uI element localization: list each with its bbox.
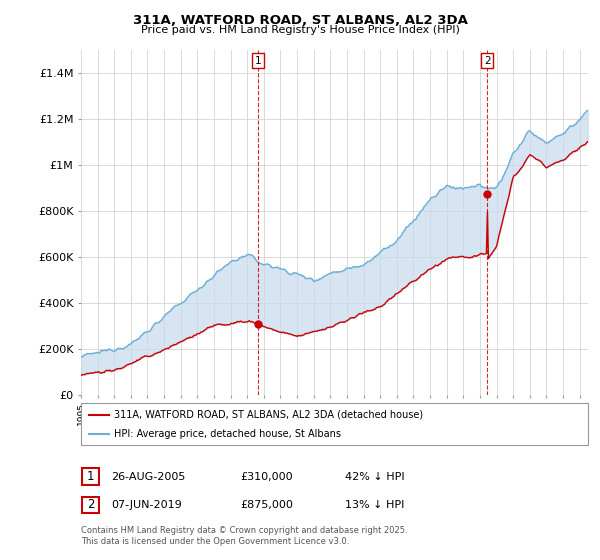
Text: HPI: Average price, detached house, St Albans: HPI: Average price, detached house, St A… [114, 429, 341, 439]
FancyBboxPatch shape [82, 468, 99, 484]
Text: 311A, WATFORD ROAD, ST ALBANS, AL2 3DA: 311A, WATFORD ROAD, ST ALBANS, AL2 3DA [133, 14, 467, 27]
FancyBboxPatch shape [81, 403, 588, 445]
Text: 311A, WATFORD ROAD, ST ALBANS, AL2 3DA (detached house): 311A, WATFORD ROAD, ST ALBANS, AL2 3DA (… [114, 409, 423, 419]
Text: £310,000: £310,000 [240, 472, 293, 482]
Text: 26-AUG-2005: 26-AUG-2005 [111, 472, 185, 482]
Text: Contains HM Land Registry data © Crown copyright and database right 2025.
This d: Contains HM Land Registry data © Crown c… [81, 526, 407, 546]
FancyBboxPatch shape [82, 497, 99, 513]
Text: 42% ↓ HPI: 42% ↓ HPI [345, 472, 404, 482]
Text: Price paid vs. HM Land Registry's House Price Index (HPI): Price paid vs. HM Land Registry's House … [140, 25, 460, 35]
Text: 13% ↓ HPI: 13% ↓ HPI [345, 500, 404, 510]
Text: 1: 1 [87, 470, 94, 483]
Text: £875,000: £875,000 [240, 500, 293, 510]
Text: 07-JUN-2019: 07-JUN-2019 [111, 500, 182, 510]
Text: 1: 1 [255, 56, 262, 66]
Text: 2: 2 [484, 56, 490, 66]
Text: 2: 2 [87, 498, 94, 511]
